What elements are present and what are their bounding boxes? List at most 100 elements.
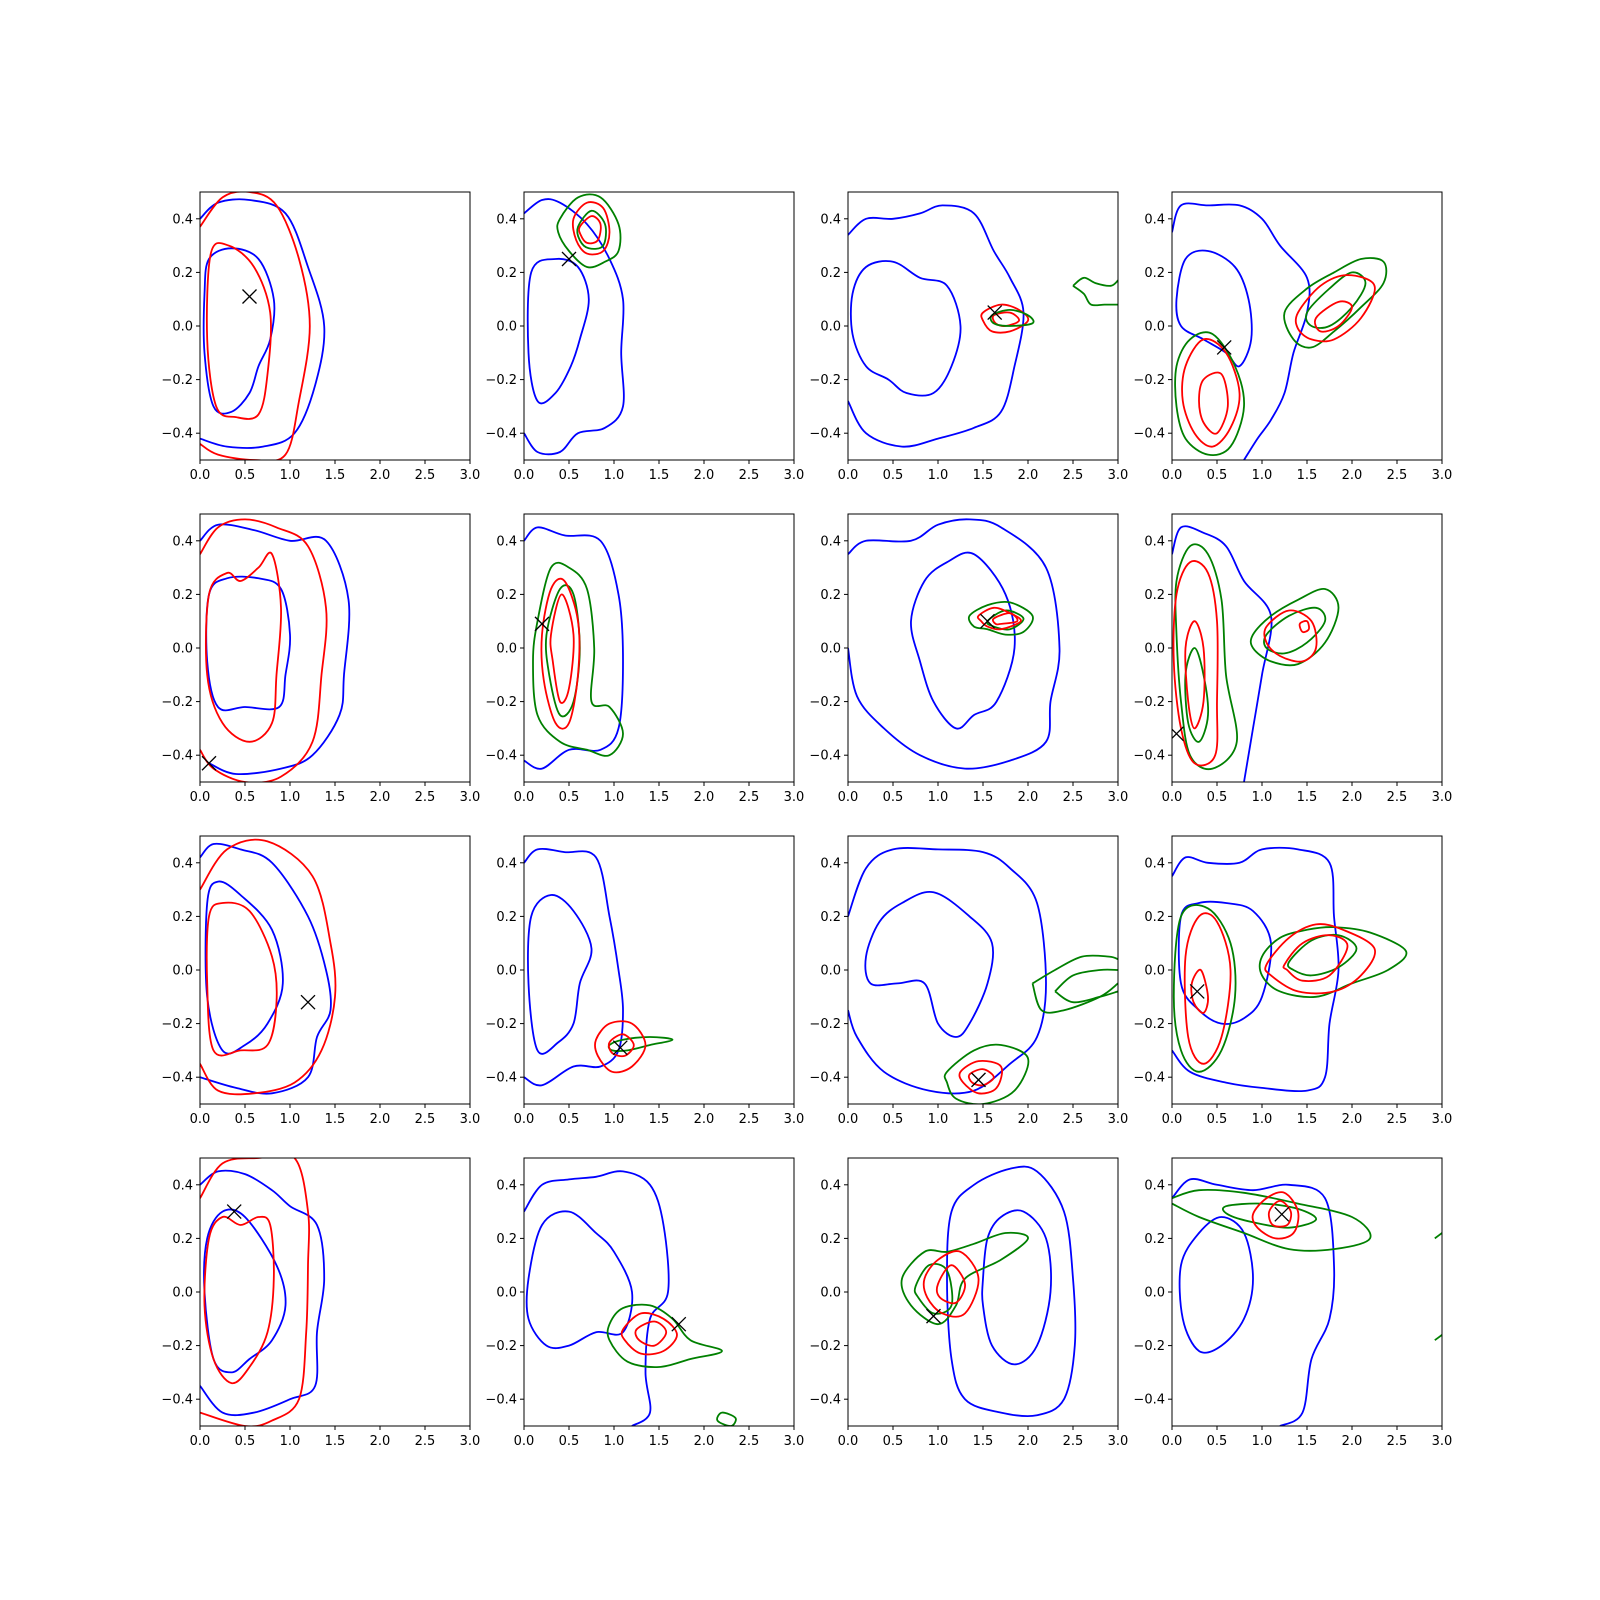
y-tick-label: −0.2 <box>1133 1339 1165 1354</box>
x-tick-label: 0.5 <box>235 468 256 483</box>
green-contour-line <box>1434 1232 1442 1240</box>
blue-contour-line <box>864 891 994 1038</box>
y-tick-label: 0.0 <box>820 642 841 657</box>
red-contour-line <box>1282 934 1349 982</box>
x-tick-label: 1.5 <box>973 1434 994 1449</box>
x-tick-label: 3.0 <box>1432 1112 1453 1127</box>
y-tick-label: 0.0 <box>820 320 841 335</box>
y-tick-label: −0.4 <box>1133 1393 1165 1408</box>
x-tick-label: 3.0 <box>784 1112 805 1127</box>
x-tick-label: 1.5 <box>325 790 346 805</box>
subplot-1: 0.0 0.5 1.0 1.5 2.0 2.5 3.0 −0.4 −0.2 0.0 0.2 0.4 <box>161 191 480 483</box>
plot-area <box>848 204 1118 448</box>
y-tick-label: −0.4 <box>1133 1071 1165 1086</box>
y-tick-label: 0.2 <box>172 910 193 925</box>
y-tick-label: 0.0 <box>820 964 841 979</box>
green-contour-line <box>556 193 622 269</box>
plot-area <box>524 526 624 770</box>
x-tick-label: 3.0 <box>460 790 481 805</box>
x-tick-label: 1.0 <box>1252 468 1273 483</box>
x-tick-label: 1.0 <box>1252 790 1273 805</box>
subplot-14: 0.0 0.5 1.0 1.5 2.0 2.5 3.0 −0.4 −0.2 0.0 0.2 0.4 <box>485 1157 804 1449</box>
y-tick-label: −0.2 <box>1133 373 1165 388</box>
x-tick-label: 3.0 <box>1108 1434 1129 1449</box>
x-tick-label: 0.5 <box>883 468 904 483</box>
red-contour-line <box>1172 560 1219 767</box>
red-contour-line <box>958 1059 1003 1095</box>
x-tick-label: 0.5 <box>883 790 904 805</box>
blue-contour-line <box>524 847 624 1087</box>
y-tick-label: 0.0 <box>496 1286 517 1301</box>
x-tick-label: 2.0 <box>1018 1434 1039 1449</box>
y-tick-label: −0.2 <box>809 695 841 710</box>
x-tick-label: 2.0 <box>1018 1112 1039 1127</box>
y-tick-label: −0.4 <box>161 1071 193 1086</box>
y-tick-label: 0.4 <box>172 534 193 549</box>
x-tick-label: 0.0 <box>838 1434 859 1449</box>
blue-contour-line <box>910 551 1016 730</box>
x-tick-label: 1.5 <box>325 1434 346 1449</box>
green-contour-line <box>1031 982 1118 1014</box>
y-tick-label: 0.2 <box>496 910 517 925</box>
plot-area <box>848 847 1118 1104</box>
green-contour-line <box>607 1036 674 1052</box>
x-tick-label: 0.0 <box>1162 1112 1183 1127</box>
x-tick-label: 2.0 <box>370 468 391 483</box>
x-tick-label: 3.0 <box>1432 1434 1453 1449</box>
green-contour-line <box>1283 257 1388 349</box>
x-tick-label: 3.0 <box>1432 790 1453 805</box>
x-tick-label: 1.0 <box>604 1434 625 1449</box>
y-tick-label: −0.4 <box>1133 749 1165 764</box>
x-tick-label: 1.0 <box>1252 1112 1273 1127</box>
plot-area <box>848 518 1061 770</box>
red-contour-line <box>200 192 311 460</box>
x-tick-label: 2.5 <box>739 1434 760 1449</box>
y-tick-label: 0.4 <box>496 1178 517 1193</box>
axes-frame <box>523 191 795 461</box>
subplot-11: 0.0 0.5 1.0 1.5 2.0 2.5 3.0 −0.4 −0.2 0.0 0.2 0.4 <box>809 835 1129 1127</box>
y-tick-label: 0.2 <box>172 1232 193 1247</box>
plot-area <box>200 1158 326 1426</box>
green-contour-line <box>1072 276 1118 287</box>
x-marker <box>612 1040 628 1056</box>
red-contour-line <box>1314 300 1353 333</box>
blue-contour-line <box>1172 1178 1336 1426</box>
x-tick-label: 0.0 <box>514 790 535 805</box>
green-contour-line <box>606 1303 723 1368</box>
axes-frame <box>847 191 1119 461</box>
subplot-12: 0.0 0.5 1.0 1.5 2.0 2.5 3.0 −0.4 −0.2 0.0 0.2 0.4 <box>1133 835 1453 1127</box>
blue-contour-line <box>1172 525 1273 782</box>
y-tick-label: −0.2 <box>485 373 517 388</box>
x-tick-label: 3.0 <box>1108 1112 1129 1127</box>
x-marker <box>1216 339 1232 355</box>
y-tick-label: 0.0 <box>1144 642 1165 657</box>
x-tick-label: 2.5 <box>415 1434 436 1449</box>
plot-area <box>200 192 326 460</box>
green-contour-line <box>576 209 607 250</box>
x-tick-label: 1.5 <box>325 468 346 483</box>
y-tick-label: −0.2 <box>485 1017 517 1032</box>
x-marker <box>561 251 577 267</box>
x-marker <box>226 1204 242 1220</box>
x-tick-label: 1.0 <box>928 790 949 805</box>
red-contour-line <box>1263 609 1318 663</box>
x-tick-label: 2.0 <box>1342 1434 1363 1449</box>
red-contour-line <box>634 1320 668 1347</box>
red-contour-line <box>967 1068 995 1087</box>
subplot-8: 0.0 0.5 1.0 1.5 2.0 2.5 3.0 −0.4 −0.2 0.0 0.2 0.4 <box>1133 513 1453 805</box>
red-contour-line <box>203 1215 275 1385</box>
x-tick-label: 0.0 <box>1162 790 1183 805</box>
green-contour-line <box>1305 271 1367 329</box>
x-tick-label: 0.5 <box>1207 468 1228 483</box>
y-tick-label: −0.2 <box>485 1339 517 1354</box>
x-tick-label: 1.0 <box>280 1434 301 1449</box>
subplot-3: 0.0 0.5 1.0 1.5 2.0 2.5 3.0 −0.4 −0.2 0.0 0.2 0.4 <box>809 191 1128 483</box>
x-tick-label: 2.0 <box>1342 790 1363 805</box>
subplot-13: 0.0 0.5 1.0 1.5 2.0 2.5 3.0 −0.4 −0.2 0.0 0.2 0.4 <box>161 1157 480 1449</box>
x-tick-label: 0.5 <box>1207 1434 1228 1449</box>
y-tick-label: −0.2 <box>809 1017 841 1032</box>
blue-contour-line <box>205 575 292 712</box>
green-contour-line <box>532 561 624 757</box>
green-contour-line <box>1221 1202 1317 1229</box>
x-tick-label: 1.5 <box>649 1112 670 1127</box>
